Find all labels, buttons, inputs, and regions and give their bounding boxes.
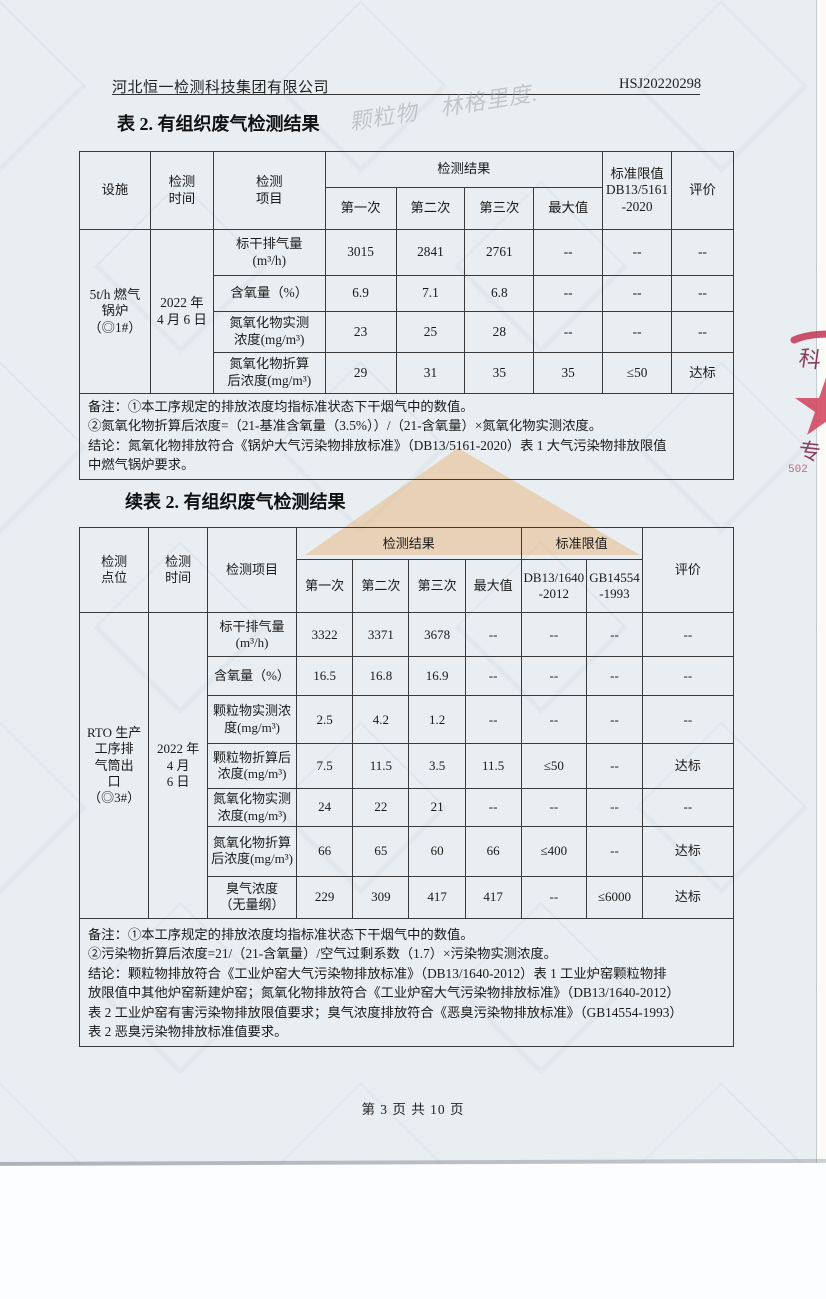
svg-text:专: 专: [797, 438, 822, 465]
svg-text:科: 科: [797, 345, 822, 373]
svg-text:502: 502: [788, 464, 808, 476]
